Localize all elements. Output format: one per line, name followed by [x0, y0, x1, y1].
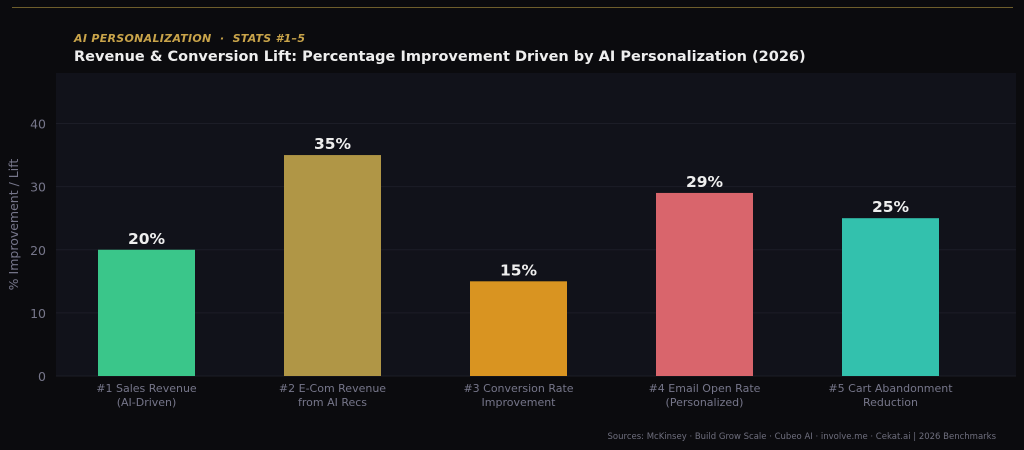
bar	[98, 249, 195, 376]
chart-title: Revenue & Conversion Lift: Percentage Im…	[74, 49, 806, 65]
source-note: Sources: McKinsey · Build Grow Scale · C…	[607, 432, 996, 442]
bar-value-label: 15%	[500, 261, 538, 279]
bar	[656, 192, 753, 376]
x-tick-label: #1 Sales Revenue (AI-Driven)	[96, 382, 197, 409]
top-divider	[12, 7, 1013, 8]
bar	[470, 281, 567, 376]
x-tick-label: #3 Conversion Rate Improvement	[463, 382, 573, 409]
bar-value-label: 20%	[128, 230, 166, 248]
x-tick-label: #5 Cart Abandonment Reduction	[828, 382, 953, 409]
y-tick-label: 40	[30, 117, 46, 132]
bar-value-label: 25%	[872, 198, 910, 216]
y-axis-label: % Improvement / Lift	[6, 159, 21, 291]
y-tick-label: 20	[30, 243, 46, 258]
chart-kicker: AI PERSONALIZATION · STATS #1–5	[74, 32, 306, 45]
y-tick-label: 10	[30, 306, 46, 321]
y-tick-label: 30	[30, 180, 46, 195]
x-tick-label: #4 Email Open Rate (Personalized)	[649, 382, 761, 409]
bar	[284, 155, 381, 376]
y-tick-label: 0	[38, 369, 46, 384]
bar-value-label: 29%	[686, 173, 724, 191]
x-tick-label: #2 E-Com Revenue from AI Recs	[279, 382, 386, 409]
bar-value-label: 35%	[314, 135, 352, 153]
bar	[842, 218, 939, 376]
